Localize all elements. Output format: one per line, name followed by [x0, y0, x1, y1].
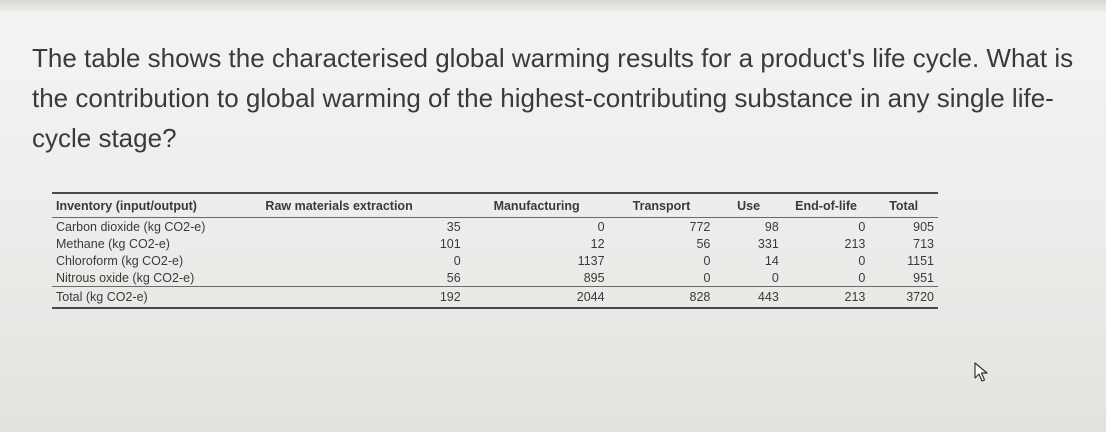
table-cell: 2044	[464, 286, 609, 309]
table-row: Nitrous oxide (kg CO2-e) 56 895 0 0 0 95…	[52, 269, 938, 287]
table-cell: 0	[597, 220, 605, 234]
table-row: Methane (kg CO2-e) 101 12 56 331 213 713	[52, 235, 938, 252]
table-cell: 443	[714, 286, 783, 309]
table-row: Carbon dioxide (kg CO2-e) 35 0 772 98 0 …	[52, 218, 938, 236]
header-use: Use	[714, 192, 783, 218]
table-cell: 192	[261, 286, 465, 309]
table-cell: 828	[608, 286, 715, 309]
table-header-row: Inventory (input/output) Raw materials e…	[52, 192, 938, 218]
mouse-pointer-icon	[974, 362, 988, 382]
table-cell: 0	[703, 271, 711, 285]
table-cell: 1151	[907, 254, 934, 268]
table-cell: 98	[764, 220, 779, 234]
row-label: Carbon dioxide (kg CO2-e)	[56, 220, 206, 234]
header-manufacturing: Manufacturing	[464, 192, 609, 218]
row-label: Nitrous oxide (kg CO2-e)	[56, 271, 195, 285]
table-cell: 0	[858, 220, 866, 234]
header-total: Total	[869, 192, 938, 218]
screen-top-edge	[0, 0, 1106, 12]
table-row: Chloroform (kg CO2-e) 0 1137 0 14 0 1151	[52, 252, 938, 269]
question-text: The table shows the characterised global…	[32, 43, 1074, 153]
row-label: Chloroform (kg CO2-e)	[56, 254, 184, 268]
row-label: Total (kg CO2-e)	[52, 286, 262, 309]
table-cell: 905	[913, 220, 934, 234]
table-cell: 0	[703, 254, 711, 268]
header-raw-materials-extraction: Raw materials extraction	[261, 192, 465, 218]
table-cell: 12	[590, 237, 605, 251]
table-cell: 951	[913, 271, 934, 285]
table-cell: 0	[453, 254, 461, 268]
table-cell: 0	[858, 254, 866, 268]
table-cell: 14	[764, 254, 779, 268]
table-cell: 213	[844, 237, 866, 251]
table-cell: 1137	[577, 254, 605, 268]
row-label: Methane (kg CO2-e)	[56, 237, 170, 251]
table-cell: 0	[771, 271, 779, 285]
header-end-of-life: End-of-life	[782, 192, 870, 218]
global-warming-results-table: Inventory (input/output) Raw materials e…	[52, 192, 938, 309]
table-cell: 3720	[869, 286, 938, 309]
header-inventory: Inventory (input/output)	[52, 192, 262, 218]
table-cell: 35	[446, 220, 461, 234]
table-cell: 331	[757, 237, 779, 251]
table-cell: 895	[583, 271, 605, 285]
table-cell: 0	[858, 271, 866, 285]
header-transport: Transport	[608, 192, 715, 218]
table-cell: 713	[913, 237, 934, 251]
table-cell: 56	[446, 271, 461, 285]
table-cell: 101	[439, 237, 461, 251]
table-total-row: Total (kg CO2-e) 192 2044 828 443 213 37…	[52, 286, 938, 309]
table-cell: 56	[696, 237, 711, 251]
table-cell: 772	[689, 220, 711, 234]
table-cell: 213	[782, 286, 870, 309]
